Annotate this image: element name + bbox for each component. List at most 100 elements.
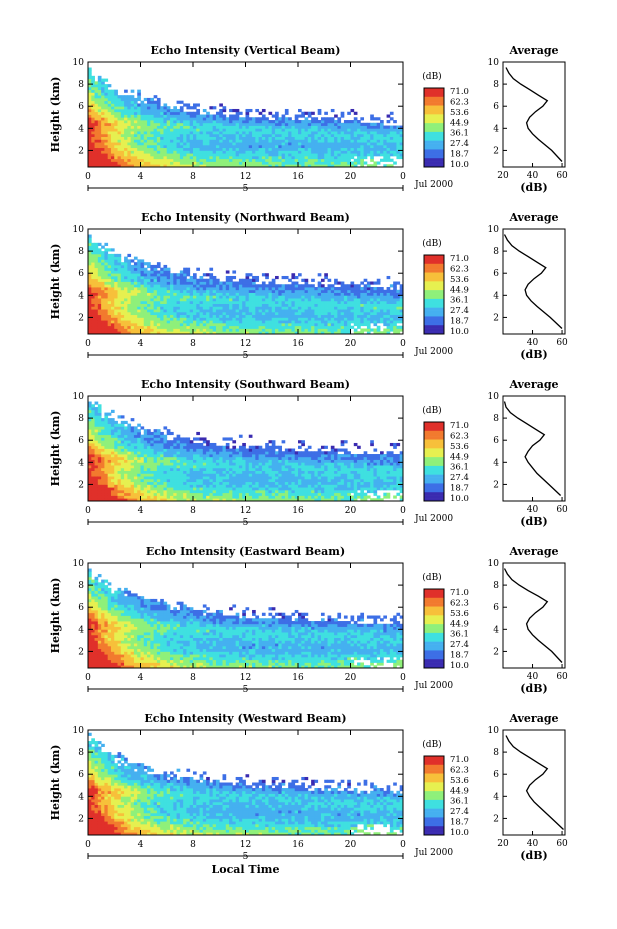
heatmap-cell bbox=[343, 136, 348, 140]
heatmap-cell bbox=[137, 259, 141, 263]
heatmap-cell bbox=[278, 300, 282, 304]
heatmap-cell bbox=[186, 122, 191, 126]
heatmap-cell bbox=[147, 325, 151, 329]
heatmap-cell bbox=[107, 267, 112, 271]
heatmap-cell bbox=[104, 434, 109, 438]
heatmap-cell bbox=[229, 303, 233, 307]
heatmap-cell bbox=[265, 136, 269, 140]
heatmap-cell bbox=[101, 470, 105, 474]
heatmap-cell bbox=[281, 150, 286, 154]
heatmap-cell bbox=[114, 298, 118, 302]
heatmap-cell bbox=[357, 139, 361, 143]
heatmap-cell bbox=[127, 442, 132, 447]
heatmap-cell bbox=[101, 484, 105, 488]
heatmap-cell bbox=[193, 139, 197, 143]
heatmap-cell bbox=[97, 89, 102, 93]
heatmap-cell bbox=[193, 103, 197, 107]
heatmap-cell bbox=[107, 298, 112, 302]
heatmap-cell bbox=[258, 295, 263, 299]
heatmap-cell bbox=[140, 267, 145, 271]
heatmap-cell bbox=[350, 298, 355, 302]
heatmap-cell bbox=[350, 131, 355, 135]
heatmap-cell bbox=[110, 122, 115, 126]
heatmap-cell bbox=[110, 442, 115, 447]
heatmap-cell bbox=[334, 314, 338, 318]
heatmap-cell bbox=[143, 267, 148, 271]
heatmap-cell bbox=[160, 131, 164, 135]
heatmap-cell bbox=[107, 262, 112, 266]
heatmap-cell bbox=[140, 311, 145, 316]
heatmap-cell bbox=[107, 418, 112, 422]
heatmap-cell bbox=[199, 303, 204, 307]
heatmap-cell bbox=[94, 245, 99, 249]
heatmap-cell bbox=[163, 481, 168, 485]
heatmap-cell bbox=[110, 437, 115, 441]
heatmap-cell bbox=[133, 442, 138, 447]
heatmap-cell bbox=[307, 300, 312, 304]
heatmap-cell bbox=[209, 311, 214, 316]
heatmap-cell bbox=[245, 295, 250, 299]
heatmap-cell bbox=[124, 429, 128, 433]
heatmap-cell bbox=[147, 155, 151, 160]
heatmap-cell bbox=[347, 142, 351, 146]
heatmap-cell bbox=[153, 158, 158, 162]
heatmap-cell bbox=[301, 298, 305, 302]
heatmap-cell bbox=[114, 108, 118, 113]
heatmap-cell bbox=[127, 292, 132, 296]
heatmap-cell bbox=[107, 136, 112, 140]
heatmap-cell bbox=[127, 275, 132, 280]
heatmap-cell bbox=[156, 275, 161, 280]
heatmap-cell bbox=[193, 314, 197, 318]
heatmap-cell bbox=[133, 117, 138, 121]
heatmap-cell bbox=[97, 454, 102, 458]
heatmap-cell bbox=[97, 467, 102, 471]
heatmap-cell bbox=[258, 117, 263, 121]
heatmap-cell bbox=[199, 311, 204, 316]
heatmap-cell bbox=[271, 139, 276, 143]
heatmap-cell bbox=[91, 267, 95, 271]
heatmap-cell bbox=[117, 467, 122, 471]
heatmap-cell bbox=[380, 147, 384, 151]
heatmap-cell bbox=[258, 139, 263, 143]
heatmap-cell bbox=[396, 144, 401, 149]
heatmap-cell bbox=[120, 434, 125, 438]
heatmap-cell bbox=[304, 314, 309, 318]
heatmap-cell bbox=[340, 111, 345, 115]
heatmap-cell bbox=[252, 289, 256, 293]
heatmap-cell bbox=[163, 426, 168, 430]
heatmap-cell bbox=[393, 128, 397, 132]
heatmap-cell bbox=[166, 158, 171, 162]
heatmap-cell bbox=[120, 489, 125, 494]
heatmap-cell bbox=[268, 298, 273, 302]
heatmap-cell bbox=[337, 142, 342, 146]
heatmap-cell bbox=[304, 289, 309, 293]
heatmap-cell bbox=[291, 158, 296, 162]
heatmap-cell bbox=[170, 139, 174, 143]
heatmap-cell bbox=[120, 133, 125, 137]
heatmap-cell bbox=[94, 415, 99, 419]
heatmap-cell bbox=[268, 320, 273, 324]
heatmap-cell bbox=[160, 300, 164, 304]
heatmap-cell bbox=[343, 142, 348, 146]
heatmap-cell bbox=[156, 445, 161, 449]
heatmap-cell bbox=[143, 311, 148, 316]
heatmap-cell bbox=[275, 111, 279, 115]
heatmap-cell bbox=[104, 103, 109, 107]
heatmap-cell bbox=[107, 478, 112, 483]
heatmap-cell bbox=[150, 264, 155, 269]
heatmap-cell bbox=[94, 125, 99, 129]
heatmap-cell bbox=[88, 418, 92, 422]
heatmap-cell bbox=[127, 262, 132, 266]
heatmap-cell bbox=[133, 158, 138, 162]
heatmap-cell bbox=[107, 445, 112, 449]
colorbar-swatch bbox=[424, 131, 444, 136]
heatmap-cell bbox=[320, 161, 325, 165]
heatmap-cell bbox=[163, 108, 168, 113]
heatmap-cell bbox=[265, 120, 269, 124]
heatmap-cell bbox=[127, 445, 132, 449]
heatmap-cell bbox=[373, 131, 378, 135]
heatmap-cell bbox=[133, 97, 138, 102]
heatmap-cell bbox=[166, 267, 171, 271]
heatmap-cell bbox=[366, 153, 371, 157]
heatmap-cell bbox=[258, 317, 263, 321]
